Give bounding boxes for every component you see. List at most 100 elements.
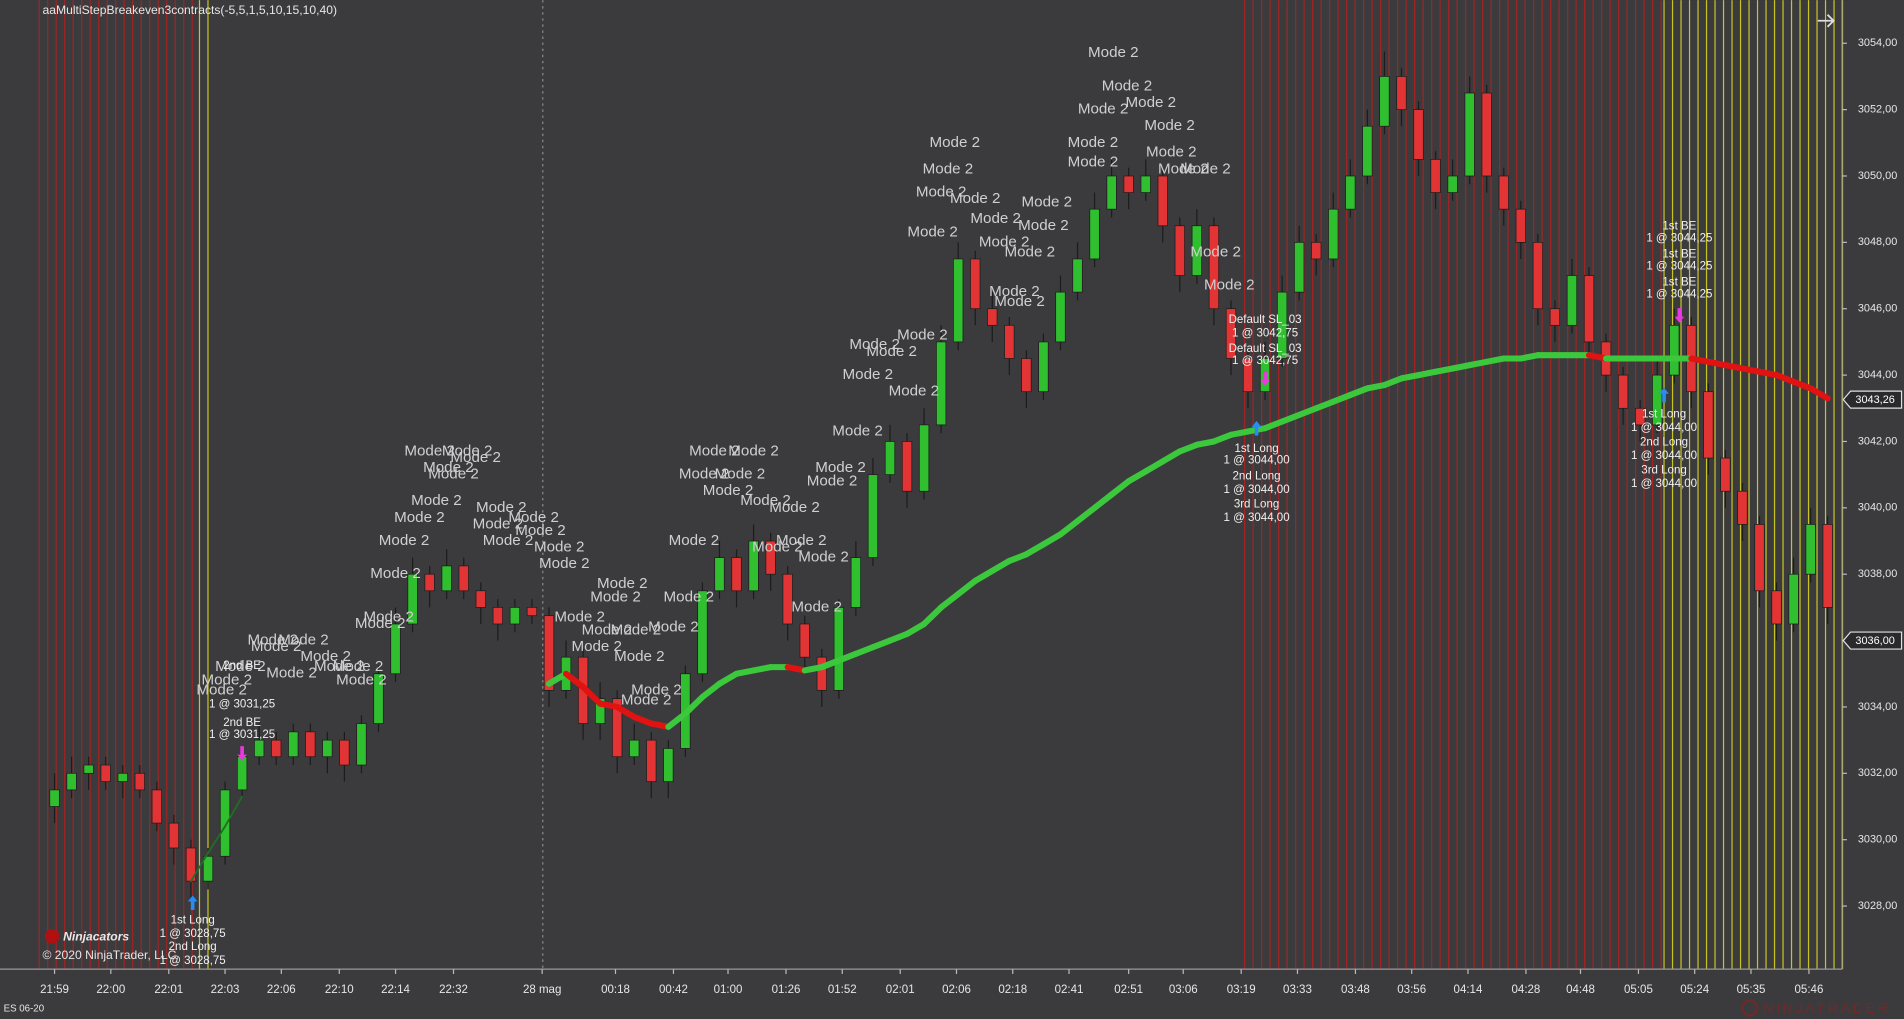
candle-body [663,748,674,782]
x-tick-label: 03:06 [1169,984,1198,996]
candle-body [1788,573,1799,625]
candle-body [236,756,248,791]
mode-label: Mode 2 [196,681,247,698]
trade-label: 1 @ 3031,25 [209,729,275,741]
candle-body [697,590,708,675]
candle-body [1345,175,1356,210]
candle-body [407,573,418,625]
mode-label: Mode 2 [614,648,665,665]
mode-label: Mode 2 [363,608,414,625]
x-tick-label: 22:03 [211,984,240,996]
mode-label: Mode 2 [201,671,252,688]
trade-arrow [1251,420,1262,436]
mode-label: Mode 2 [715,466,766,483]
x-tick-label: 05:35 [1737,984,1766,996]
indicator-line [1279,411,1303,425]
indicator-line [1159,448,1183,465]
y-tick-label: 3038,00 [1858,568,1897,580]
trade-arrow [1260,371,1270,386]
candle-body [66,772,77,791]
candle-body [612,698,623,758]
candle-body [1771,590,1782,625]
trade-label: 1 @ 3044,00 [1223,484,1289,496]
mode-label: Mode 2 [534,539,585,556]
trade-label: 1st BE [1662,249,1696,261]
mode-label: Mode 2 [897,326,948,343]
candle-body [1430,159,1441,193]
candle-body [1089,208,1100,260]
candle-body [646,739,657,782]
candle-body [1140,175,1151,193]
price-marker [1842,390,1903,409]
candle-body [1225,308,1237,359]
mode-label: Mode 2 [728,442,779,459]
mode-label: Mode 2 [907,223,958,240]
candle-body [901,441,913,492]
mode-label: Mode 2 [832,423,883,440]
mode-label: Mode 2 [251,638,302,655]
indicator-line [903,620,928,637]
x-tick-label: 01:00 [714,984,743,996]
logo-icon [44,929,60,944]
mode-label: Mode 2 [278,632,329,649]
scroll-icon[interactable] [1817,14,1835,28]
trade-label: Default SL_03 [1229,314,1302,326]
indicator-line [938,591,962,611]
mode-label: Mode 2 [740,492,791,509]
trade-label: 1 @ 3031,25 [209,699,275,711]
x-tick-label: 05:46 [1795,984,1824,996]
mode-label: Mode 2 [1078,101,1129,118]
indicator-line [614,703,638,720]
mode-label: Mode 2 [355,615,406,632]
candle-body [1004,324,1015,359]
mode-label: Mode 2 [889,383,940,400]
candle-body [339,739,350,766]
indicator-line [1210,431,1235,445]
candle-body [509,607,521,625]
indicator-line [1296,405,1320,418]
mode-label: Mode 2 [248,632,299,649]
watermark-icon [1741,999,1759,1017]
x-tick-label: 02:06 [942,984,971,996]
trade-label: 1 @ 3028,75 [160,928,226,940]
candle-body [1669,324,1680,376]
candle-body [1174,225,1185,276]
indicator-line [1330,391,1354,405]
candle-body [254,739,265,758]
price-marker-label: 3036,00 [1855,635,1894,647]
x-tick-label: 04:48 [1566,984,1595,996]
x-tick-label: 22:01 [154,984,183,996]
mode-label: Mode 2 [703,482,754,499]
mode-label: Mode 2 [483,532,534,549]
x-tick-label: 02:41 [1055,984,1084,996]
candle-body [1515,208,1526,243]
x-tick-label: 00:42 [659,984,688,996]
x-tick-label: 22:32 [439,984,468,996]
candle-body [918,424,930,492]
candle-body [799,623,810,658]
y-tick-label: 3028,00 [1858,900,1897,912]
candle-body [1652,374,1663,426]
mode-label: Mode 2 [815,459,866,476]
mode-label: Mode 2 [582,622,633,639]
candle-body [1822,524,1833,608]
indicator-line [852,644,876,657]
y-tick-label: 3052,00 [1858,104,1897,116]
indicator-line [190,852,209,883]
mode-label: Mode 2 [849,336,900,353]
candle-body [1123,175,1134,193]
mode-label: Mode 2 [989,283,1040,300]
trade-label: 1 @ 3042,75 [1232,327,1298,339]
candle-body [1805,524,1816,575]
mode-label: Mode 2 [473,515,524,532]
trade-arrow [1674,308,1685,323]
candle-body [1720,457,1731,492]
mode-label: Mode 2 [631,681,682,698]
mode-label: Mode 2 [314,658,365,675]
trade-label: 1st Long [1642,409,1686,421]
x-tick-label: 22:06 [267,984,296,996]
y-tick-label: 3032,00 [1858,767,1897,779]
mode-label: Mode 2 [916,184,967,201]
